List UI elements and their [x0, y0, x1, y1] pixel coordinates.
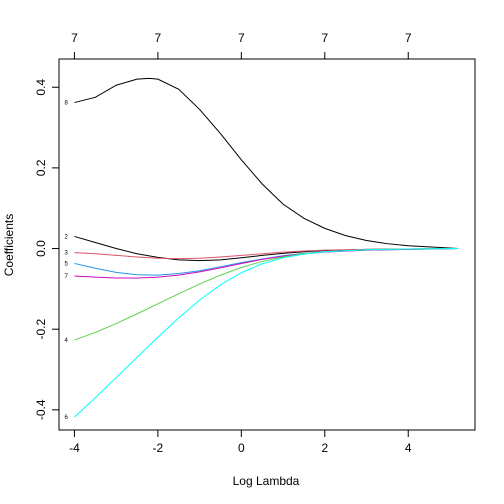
series-line-3 — [74, 248, 459, 260]
series-label-4: 4 — [64, 338, 68, 344]
series-label-6: 6 — [64, 415, 68, 421]
x-axis-label: Log Lambda — [233, 474, 300, 488]
top-tick-label: 7 — [405, 31, 412, 45]
y-tick-label: -0.2 — [34, 319, 48, 340]
x-tick-label: -2 — [153, 441, 164, 455]
y-tick-label: 0.4 — [34, 79, 48, 96]
x-tick-label: -4 — [69, 441, 80, 455]
series-label-3: 3 — [64, 251, 68, 257]
top-tick-label: 7 — [71, 31, 78, 45]
x-tick-label: 4 — [405, 441, 412, 455]
series-label-5: 5 — [64, 261, 68, 267]
x-tick-label: 2 — [321, 441, 328, 455]
top-tick-label: 7 — [155, 31, 162, 45]
y-tick-label: 0.2 — [34, 159, 48, 176]
series-label-2: 2 — [64, 234, 68, 240]
series-line-8 — [74, 77, 459, 250]
y-axis-label: Coefficients — [2, 214, 16, 276]
plot-frame — [58, 58, 476, 431]
top-tick-label: 7 — [321, 31, 328, 45]
y-tick-label: -0.4 — [34, 399, 48, 420]
series-label-8: 8 — [64, 101, 68, 107]
series-label-7: 7 — [64, 274, 68, 280]
y-tick-label: 0.0 — [34, 240, 48, 257]
series-line-6 — [74, 248, 459, 418]
top-tick-label: 7 — [238, 31, 245, 45]
x-tick-label: 0 — [238, 441, 245, 455]
